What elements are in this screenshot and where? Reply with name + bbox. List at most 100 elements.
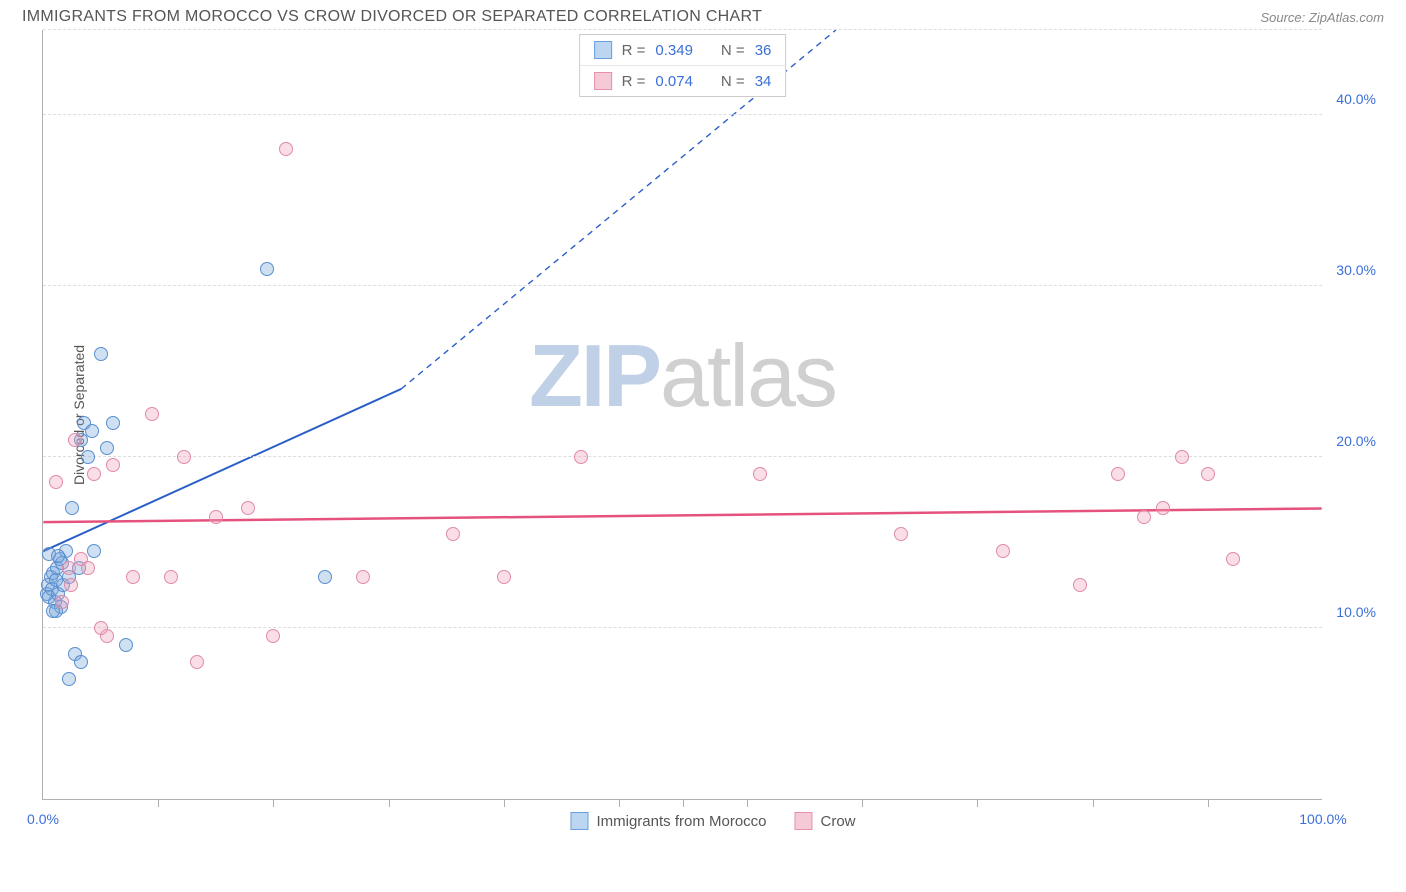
source-value: ZipAtlas.com xyxy=(1309,10,1384,25)
r-value: 0.074 xyxy=(655,73,693,90)
chart-title: IMMIGRANTS FROM MOROCCO VS CROW DIVORCED… xyxy=(22,8,762,26)
scatter-point xyxy=(241,501,255,515)
watermark-atlas: atlas xyxy=(660,326,836,425)
gridline xyxy=(43,456,1322,457)
trend-lines-svg xyxy=(43,30,1322,799)
gridline xyxy=(43,627,1322,628)
source-label: Source: xyxy=(1260,10,1308,25)
scatter-point xyxy=(1137,510,1151,524)
scatter-point xyxy=(94,621,108,635)
scatter-point xyxy=(81,450,95,464)
scatter-point xyxy=(126,570,140,584)
y-axis-label: Divorced or Separated xyxy=(71,344,87,484)
chart-header: IMMIGRANTS FROM MOROCCO VS CROW DIVORCED… xyxy=(0,0,1406,30)
scatter-point xyxy=(87,544,101,558)
scatter-point xyxy=(68,433,82,447)
y-tick-label: 30.0% xyxy=(1336,262,1376,278)
x-tick xyxy=(1093,799,1094,807)
gridline xyxy=(43,285,1322,286)
correlation-legend-row: R = 0.349 N = 36 xyxy=(580,35,786,66)
x-tick xyxy=(862,799,863,807)
correlation-legend-row: R = 0.074 N = 34 xyxy=(580,66,786,96)
source-attribution: Source: ZipAtlas.com xyxy=(1260,10,1384,25)
y-tick-label: 20.0% xyxy=(1336,433,1376,449)
scatter-point xyxy=(260,262,274,276)
x-tick xyxy=(683,799,684,807)
plot-area: Divorced or Separated ZIPatlas R = 0.349 N… xyxy=(42,30,1322,800)
legend-swatch xyxy=(570,812,588,830)
scatter-point xyxy=(996,544,1010,558)
scatter-point xyxy=(446,527,460,541)
legend-swatch xyxy=(795,812,813,830)
n-label: N = xyxy=(721,73,745,90)
scatter-point xyxy=(266,629,280,643)
scatter-point xyxy=(119,638,133,652)
scatter-point xyxy=(894,527,908,541)
scatter-point xyxy=(177,450,191,464)
scatter-point xyxy=(164,570,178,584)
series-legend-item: Immigrants from Morocco xyxy=(570,812,766,830)
legend-swatch xyxy=(594,41,612,59)
y-tick-label: 40.0% xyxy=(1336,91,1376,107)
chart-container: Divorced or Separated ZIPatlas R = 0.349 N… xyxy=(42,30,1384,800)
x-tick xyxy=(504,799,505,807)
scatter-point xyxy=(64,578,78,592)
scatter-point xyxy=(356,570,370,584)
series-legend-item: Crow xyxy=(795,812,856,830)
watermark-zip: ZIP xyxy=(529,326,660,425)
y-tick-label: 10.0% xyxy=(1336,604,1376,620)
scatter-point xyxy=(190,655,204,669)
scatter-point xyxy=(106,458,120,472)
scatter-point xyxy=(55,595,69,609)
scatter-point xyxy=(1201,467,1215,481)
x-tick xyxy=(389,799,390,807)
scatter-point xyxy=(81,561,95,575)
scatter-point xyxy=(574,450,588,464)
x-tick xyxy=(747,799,748,807)
scatter-point xyxy=(497,570,511,584)
scatter-point xyxy=(106,416,120,430)
scatter-point xyxy=(100,441,114,455)
scatter-point xyxy=(62,561,76,575)
scatter-point xyxy=(1175,450,1189,464)
scatter-point xyxy=(1073,578,1087,592)
n-value: 34 xyxy=(755,73,772,90)
r-label: R = xyxy=(622,73,646,90)
x-tick-label: 0.0% xyxy=(27,811,59,827)
x-tick xyxy=(619,799,620,807)
correlation-legend: R = 0.349 N = 36 R = 0.074 N = 34 xyxy=(579,34,787,97)
watermark: ZIPatlas xyxy=(529,325,836,427)
scatter-point xyxy=(1111,467,1125,481)
scatter-point xyxy=(62,672,76,686)
scatter-point xyxy=(318,570,332,584)
scatter-point xyxy=(753,467,767,481)
scatter-point xyxy=(209,510,223,524)
x-tick xyxy=(273,799,274,807)
n-value: 36 xyxy=(755,42,772,59)
x-tick xyxy=(1208,799,1209,807)
x-tick-label: 100.0% xyxy=(1299,811,1346,827)
series-legend-label: Immigrants from Morocco xyxy=(596,813,766,830)
scatter-point xyxy=(65,501,79,515)
series-legend: Immigrants from Morocco Crow xyxy=(570,812,855,830)
series-legend-label: Crow xyxy=(821,813,856,830)
scatter-point xyxy=(145,407,159,421)
gridline xyxy=(43,114,1322,115)
legend-swatch xyxy=(594,72,612,90)
r-value: 0.349 xyxy=(655,42,693,59)
scatter-point xyxy=(1156,501,1170,515)
n-label: N = xyxy=(721,42,745,59)
scatter-point xyxy=(49,475,63,489)
scatter-point xyxy=(94,347,108,361)
scatter-point xyxy=(279,142,293,156)
scatter-point xyxy=(74,655,88,669)
scatter-point xyxy=(87,467,101,481)
r-label: R = xyxy=(622,42,646,59)
x-tick xyxy=(977,799,978,807)
x-tick xyxy=(158,799,159,807)
scatter-point xyxy=(51,549,65,563)
scatter-point xyxy=(85,424,99,438)
gridline xyxy=(43,29,1322,30)
trend-line xyxy=(43,508,1321,522)
scatter-point xyxy=(1226,552,1240,566)
